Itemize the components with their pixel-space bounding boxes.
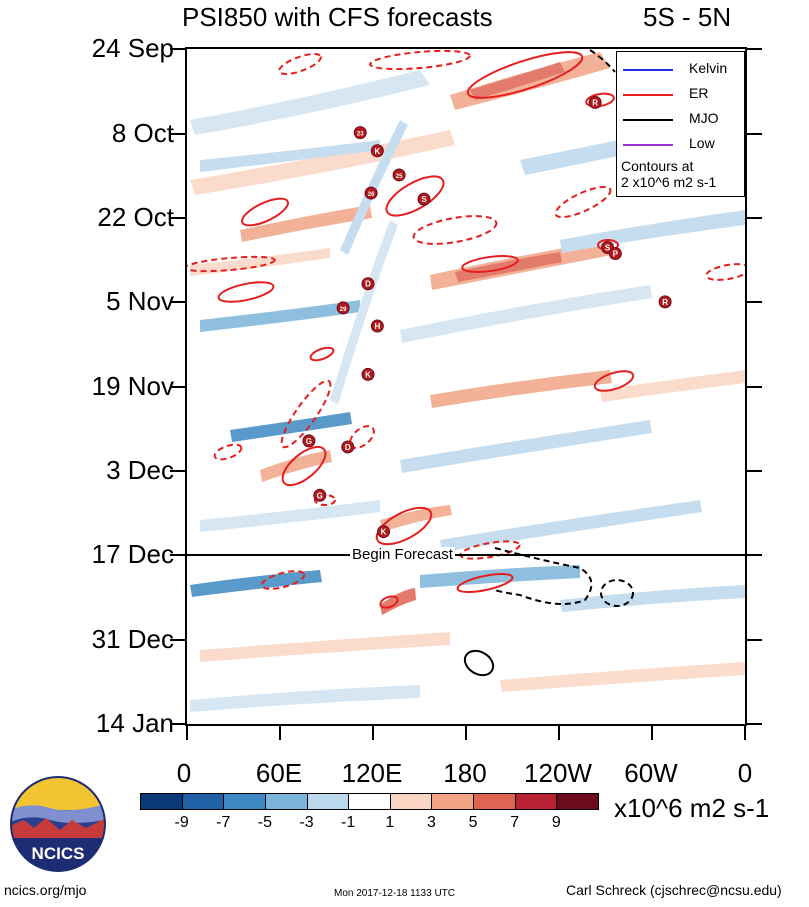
colorbar-swatch: [473, 793, 516, 810]
colorbar-swatch: [514, 793, 558, 810]
storm-marker: G: [302, 434, 316, 448]
colorbar-swatch: [389, 793, 433, 810]
storm-marker: K: [361, 367, 375, 381]
storm-marker: K: [377, 525, 391, 539]
y-tick-label: 17 Dec: [91, 539, 174, 569]
colorbar-swatch: [306, 793, 350, 810]
storm-marker-label: P: [613, 250, 619, 259]
storm-marker: P: [608, 247, 622, 261]
y-tick-label: 19 Nov: [91, 371, 174, 401]
legend-label: Kelvin: [689, 60, 728, 76]
storm-marker: S: [417, 192, 431, 206]
legend-item-low: Low: [617, 135, 746, 155]
storm-marker-label: R: [592, 98, 598, 107]
storm-marker-label: S: [421, 195, 427, 204]
x-tick-label: 60W: [624, 758, 678, 788]
storm-marker-label: K: [374, 147, 380, 156]
storm-marker-label: D: [345, 443, 351, 452]
x-tick-label: 0: [176, 758, 192, 788]
colorbar-swatch: [264, 793, 308, 810]
colorbar-tick-label: 3: [427, 814, 436, 831]
storm-marker-label: 25: [396, 174, 403, 180]
storm-marker: 23: [353, 126, 367, 140]
storm-marker: D: [361, 277, 375, 291]
x-tick-label: 120W: [524, 758, 592, 788]
x-tick-label: 60E: [255, 758, 303, 788]
storm-marker: 26: [364, 186, 378, 200]
legend-note-line2: 2 x10^6 m2 s-1: [621, 174, 717, 190]
legend: Kelvin ER MJO Low Contours at 2 x10^6 m2…: [616, 51, 745, 197]
storm-marker: G: [313, 488, 327, 502]
storm-marker-label: H: [374, 322, 380, 331]
colorbar-units: x10^6 m2 s-1: [614, 793, 770, 823]
y-tick-label: 14 Jan: [95, 708, 174, 738]
storm-marker-label: G: [317, 491, 323, 500]
storm-marker-label: S: [605, 243, 611, 252]
colorbar-swatch: [431, 793, 475, 810]
footer-url[interactable]: ncics.org/mjo: [4, 882, 87, 898]
colorbar-tick-label: -3: [299, 814, 314, 831]
y-tick-label: 31 Dec: [91, 624, 174, 654]
storm-marker: D: [341, 440, 355, 454]
legend-note-line1: Contours at: [621, 158, 694, 174]
legend-item-kelvin: Kelvin: [617, 60, 746, 80]
storm-marker-label: 23: [357, 132, 364, 138]
legend-label: ER: [689, 85, 709, 101]
logo-text: NCICS: [32, 844, 85, 863]
colorbar-tick-label: 9: [551, 814, 561, 831]
storm-marker-label: D: [365, 280, 371, 289]
colorbar-swatch: [140, 793, 183, 810]
storm-marker: 29: [336, 301, 350, 315]
colorbar-tick-label: -7: [216, 814, 231, 831]
x-tick-label: 180: [443, 758, 487, 788]
latitude-band: 5S - 5N: [643, 2, 732, 32]
x-tick-label: 120E: [341, 758, 403, 788]
storm-marker-label: K: [365, 370, 371, 379]
footer-timestamp: Mon 2017-12-18 1133 UTC: [334, 888, 455, 899]
y-tick-label: 24 Sep: [91, 33, 174, 63]
colorbar-tick-label: 5: [468, 814, 478, 831]
footer-author: Carl Schreck (cjschrec@ncsu.edu): [566, 882, 782, 898]
y-tick-label: 5 Nov: [106, 286, 174, 316]
ncics-logo: NCICS: [10, 776, 106, 872]
colorbar-tick-label: 7: [510, 814, 520, 831]
chart-title: PSI850 with CFS forecasts: [182, 2, 493, 32]
colorbar-swatch: [181, 793, 225, 810]
storm-marker-label: G: [306, 437, 312, 446]
colorbar-swatch: [556, 793, 599, 810]
legend-item-mjo: MJO: [617, 110, 746, 130]
colorbar-tick-label: 1: [385, 814, 395, 831]
colorbar-tick-label: -1: [341, 814, 356, 831]
legend-label: Low: [689, 135, 715, 151]
legend-note: Contours at 2 x10^6 m2 s-1: [621, 158, 716, 190]
legend-item-er: ER: [617, 85, 746, 105]
storm-marker: 25: [392, 168, 406, 182]
colorbar-swatch: [348, 793, 391, 810]
storm-marker: R: [658, 295, 672, 309]
y-tick-label: 22 Oct: [97, 202, 174, 232]
colorbar-tick-label: -9: [174, 814, 189, 831]
storm-marker-label: 26: [368, 192, 375, 198]
colorbar-tick-label: -5: [257, 814, 273, 831]
x-tick-label: 0: [737, 758, 753, 788]
storm-marker-label: K: [381, 528, 387, 537]
y-tick-label: 3 Dec: [106, 455, 174, 485]
storm-marker: K: [370, 144, 384, 158]
storm-marker: H: [370, 319, 384, 333]
storm-marker: R: [588, 95, 602, 109]
y-tick-label: 8 Oct: [111, 118, 174, 148]
begin-forecast-label: Begin Forecast: [350, 546, 455, 563]
storm-marker-label: 29: [340, 307, 347, 313]
legend-label: MJO: [689, 110, 719, 126]
colorbar-swatch: [223, 793, 266, 810]
storm-marker-label: R: [662, 298, 668, 307]
